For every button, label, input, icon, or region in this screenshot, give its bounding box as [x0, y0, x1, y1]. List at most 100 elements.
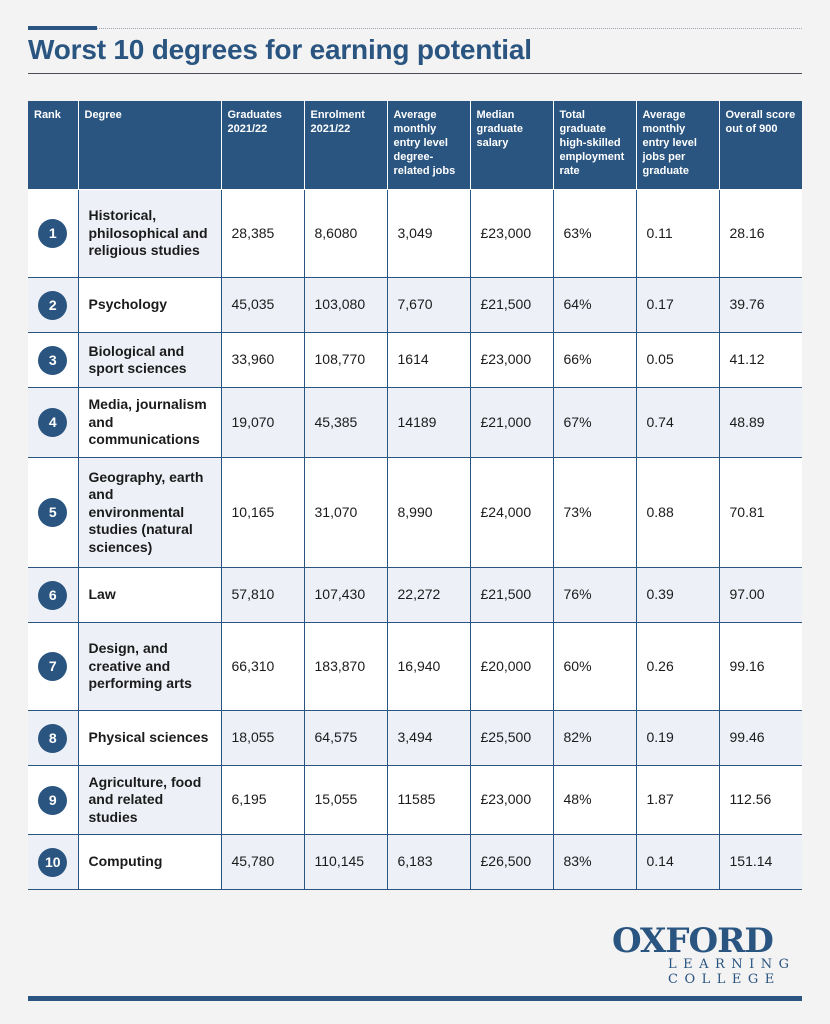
jobs-per-graduate-cell: 0.19: [635, 710, 720, 766]
entry-jobs-cell: 7,670: [386, 277, 471, 333]
rank-cell: 4: [28, 387, 79, 458]
table-row: 10 Computing 45,780 110,145 6,183 £26,50…: [28, 834, 802, 890]
graduates-cell: 57,810: [220, 567, 305, 623]
table-row: 3 Biological and sport sciences 33,960 1…: [28, 332, 802, 388]
degree-cell: Agriculture, food and related studies: [77, 765, 222, 835]
graduates-cell: 66,310: [220, 622, 305, 711]
entry-jobs-cell: 8,990: [386, 457, 471, 568]
header-overall-score: Overall score out of 900: [718, 101, 802, 190]
salary-cell: £21,000: [469, 387, 554, 458]
salary-cell: £21,500: [469, 567, 554, 623]
degree-cell: Biological and sport sciences: [77, 332, 222, 388]
graduates-cell: 6,195: [220, 765, 305, 835]
graduates-cell: 28,385: [220, 189, 305, 278]
entry-jobs-cell: 3,494: [386, 710, 471, 766]
degree-cell: Media, journalism and communications: [77, 387, 222, 458]
degrees-table: Rank Degree Graduates 2021/22 Enrolment …: [28, 101, 802, 890]
entry-jobs-cell: 3,049: [386, 189, 471, 278]
logo-line-2: LEARNING: [668, 957, 796, 972]
entry-jobs-cell: 1614: [386, 332, 471, 388]
table-row: 5 Geography, earth and environmental stu…: [28, 457, 802, 568]
header-accent-bar: [28, 26, 97, 30]
score-cell: 41.12: [718, 332, 802, 388]
entry-jobs-cell: 14189: [386, 387, 471, 458]
logo-line-3: COLLEGE: [668, 972, 781, 984]
employment-rate-cell: 73%: [552, 457, 637, 568]
rank-badge: 8: [38, 723, 68, 753]
jobs-per-graduate-cell: 0.26: [635, 622, 720, 711]
table-row: 4 Media, journalism and communications 1…: [28, 387, 802, 458]
jobs-per-graduate-cell: 1.87: [635, 765, 720, 835]
degree-cell: Law: [77, 567, 222, 623]
graduates-cell: 45,035: [220, 277, 305, 333]
enrolment-cell: 15,055: [303, 765, 388, 835]
jobs-per-graduate-cell: 0.11: [635, 189, 720, 278]
rank-cell: 8: [28, 710, 79, 766]
rank-cell: 1: [28, 189, 79, 278]
header-employment-rate: Total graduate high-skilled employment r…: [552, 101, 637, 190]
enrolment-cell: 110,145: [303, 834, 388, 890]
degree-cell: Physical sciences: [77, 710, 222, 766]
header-enrolment: Enrolment 2021/22: [303, 101, 388, 190]
score-cell: 28.16: [718, 189, 802, 278]
header-jobs-per-graduate: Average monthly entry level jobs per gra…: [635, 101, 720, 190]
salary-cell: £26,500: [469, 834, 554, 890]
entry-jobs-cell: 16,940: [386, 622, 471, 711]
score-cell: 151.14: [718, 834, 802, 890]
score-cell: 39.76: [718, 277, 802, 333]
jobs-per-graduate-cell: 0.88: [635, 457, 720, 568]
score-cell: 99.46: [718, 710, 802, 766]
header-graduates: Graduates 2021/22: [220, 101, 305, 190]
header-degree: Degree: [77, 101, 222, 190]
enrolment-cell: 64,575: [303, 710, 388, 766]
header-rank: Rank: [28, 101, 79, 190]
page-title: Worst 10 degrees for earning potential: [28, 34, 532, 65]
enrolment-cell: 103,080: [303, 277, 388, 333]
score-cell: 70.81: [718, 457, 802, 568]
enrolment-cell: 8,6080: [303, 189, 388, 278]
rank-cell: 7: [28, 622, 79, 711]
rank-badge: 3: [38, 345, 68, 375]
rank-cell: 2: [28, 277, 79, 333]
table-row: 7 Design, and creative and performing ar…: [28, 622, 802, 711]
employment-rate-cell: 64%: [552, 277, 637, 333]
jobs-per-graduate-cell: 0.74: [635, 387, 720, 458]
salary-cell: £25,500: [469, 710, 554, 766]
table-row: 8 Physical sciences 18,055 64,575 3,494 …: [28, 710, 802, 766]
table-row: 2 Psychology 45,035 103,080 7,670 £21,50…: [28, 277, 802, 333]
salary-cell: £24,000: [469, 457, 554, 568]
entry-jobs-cell: 6,183: [386, 834, 471, 890]
rank-badge: 9: [38, 785, 68, 815]
oxford-learning-college-logo: OXFORD LEARNING COLLEGE: [612, 921, 796, 984]
table-header-row: Rank Degree Graduates 2021/22 Enrolment …: [28, 101, 802, 190]
graduates-cell: 45,780: [220, 834, 305, 890]
score-cell: 99.16: [718, 622, 802, 711]
employment-rate-cell: 76%: [552, 567, 637, 623]
jobs-per-graduate-cell: 0.39: [635, 567, 720, 623]
rank-badge: 1: [38, 219, 68, 248]
table-row: 6 Law 57,810 107,430 22,272 £21,500 76% …: [28, 567, 802, 623]
degree-cell: Computing: [77, 834, 222, 890]
graduates-cell: 19,070: [220, 387, 305, 458]
employment-rate-cell: 48%: [552, 765, 637, 835]
enrolment-cell: 107,430: [303, 567, 388, 623]
jobs-per-graduate-cell: 0.14: [635, 834, 720, 890]
header-median-salary: Median graduate salary: [469, 101, 554, 190]
degree-cell: Geography, earth and environmental studi…: [77, 457, 222, 568]
employment-rate-cell: 82%: [552, 710, 637, 766]
rank-cell: 5: [28, 457, 79, 568]
header-dotted-rule: [97, 28, 802, 29]
jobs-per-graduate-cell: 0.05: [635, 332, 720, 388]
degree-cell: Psychology: [77, 277, 222, 333]
rank-cell: 3: [28, 332, 79, 388]
rank-badge: 4: [38, 408, 68, 437]
header-entry-jobs: Average monthly entry level degree-relat…: [386, 101, 471, 190]
rank-badge: 6: [38, 580, 68, 610]
graduates-cell: 33,960: [220, 332, 305, 388]
score-cell: 112.56: [718, 765, 802, 835]
salary-cell: £20,000: [469, 622, 554, 711]
enrolment-cell: 183,870: [303, 622, 388, 711]
jobs-per-graduate-cell: 0.17: [635, 277, 720, 333]
footer-bar: [28, 996, 802, 1001]
score-cell: 97.00: [718, 567, 802, 623]
